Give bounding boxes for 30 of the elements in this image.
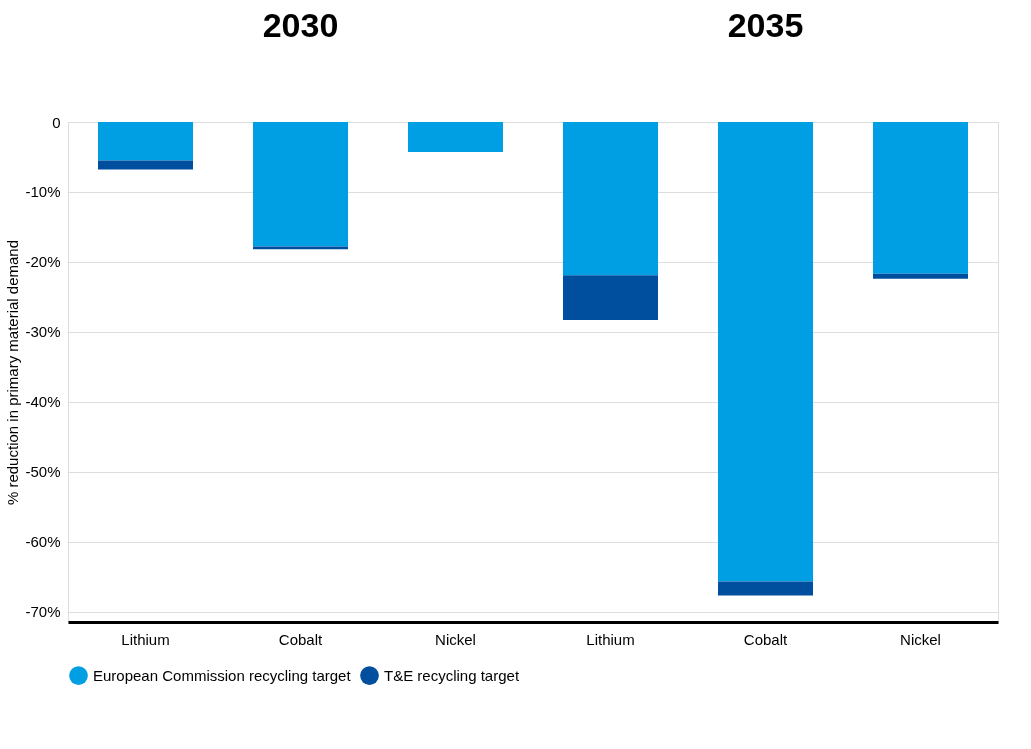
bar [718,581,813,596]
y-tick-label: -10% [25,183,61,201]
y-tick-label: -20% [25,253,61,271]
bar [873,273,968,279]
bar [408,122,503,153]
bar [873,122,968,274]
legend-label: T&E recycling target [384,666,520,684]
legend-label: European Commission recycling target [93,666,352,684]
text: 2035 [727,6,804,44]
y-axis-title: % reduction in primary material demand [4,239,22,506]
x-tick-label: Nickel [900,630,941,648]
y-tick-label: -40% [25,393,61,411]
bar [98,160,193,170]
bar [718,122,813,582]
y-tick-label: -70% [25,603,61,621]
bar [253,246,348,250]
y-tick-label: -30% [25,323,61,341]
bar [563,275,658,320]
y-tick-label: -50% [25,463,61,481]
y-tick-label: 0 [52,113,61,131]
bar [253,122,348,247]
bar [98,122,193,161]
text: 2030 [262,6,339,44]
y-tick-label: -60% [25,533,61,551]
bar [563,122,658,276]
x-tick-label: Nickel [435,630,476,648]
x-tick-label: Lithium [121,630,170,648]
x-tick-label: Lithium [586,630,635,648]
x-tick-label: Cobalt [743,630,789,648]
x-tick-label: Cobalt [278,630,324,648]
